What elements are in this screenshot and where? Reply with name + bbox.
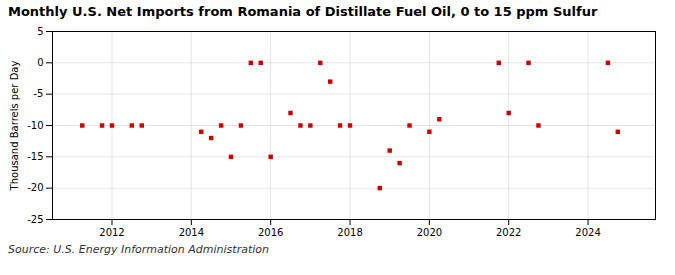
html-text:Monthly U.S. Net Imports from: Monthly U.S. Net Imports from Romania of… [8, 4, 598, 19]
svg-text:5: 5 [37, 26, 43, 37]
svg-text:Thousand Barrels per Day: Thousand Barrels per Day [9, 61, 20, 192]
svg-text:-25: -25 [27, 214, 43, 225]
svg-text:2018: 2018 [337, 227, 362, 238]
svg-text:-20: -20 [27, 182, 43, 193]
svg-text:2014: 2014 [179, 227, 204, 238]
svg-text:0: 0 [37, 57, 43, 68]
svg-text:-15: -15 [27, 151, 43, 162]
svg-text:2022: 2022 [496, 227, 521, 238]
svg-text:2024: 2024 [575, 227, 600, 238]
html-text:Source: U.S. Energy Informatio: Source: U.S. Energy Information Administ… [8, 243, 269, 256]
svg-text:2020: 2020 [417, 227, 442, 238]
svg-text:2012: 2012 [99, 227, 124, 238]
svg-text:-10: -10 [27, 120, 43, 131]
svg-text:-5: -5 [34, 88, 44, 99]
svg-text:2016: 2016 [258, 227, 283, 238]
